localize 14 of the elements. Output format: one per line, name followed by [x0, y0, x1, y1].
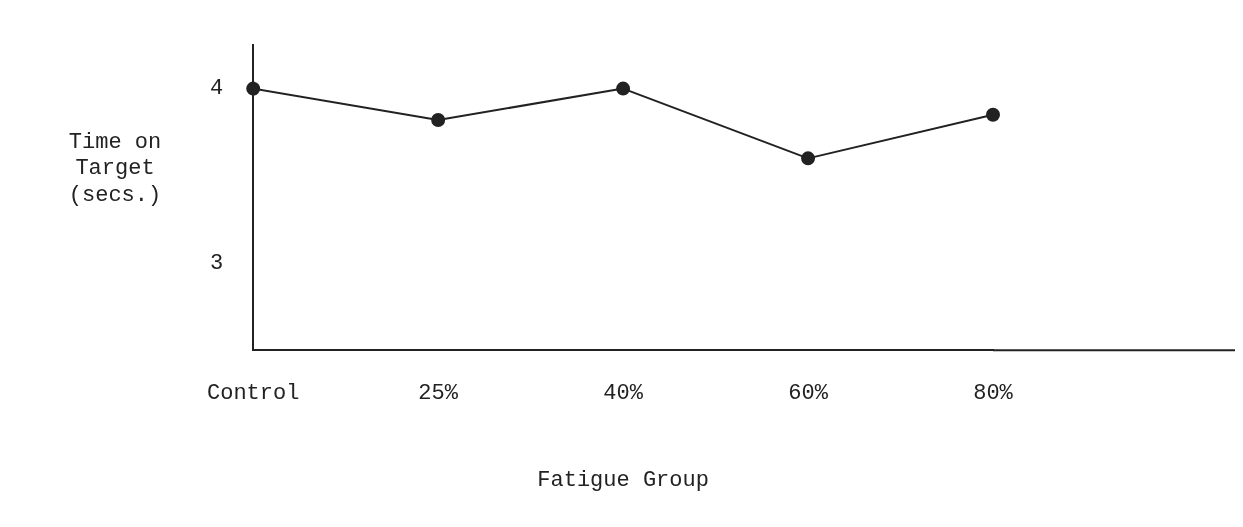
- x-tick-label: 60%: [788, 381, 829, 407]
- point: [801, 151, 816, 166]
- point: [431, 112, 446, 127]
- x-tick-label: 80%: [973, 381, 1014, 407]
- point: [246, 81, 261, 96]
- x-tick-label: 40%: [603, 381, 644, 407]
- y-axis-title: Time on Target (secs.): [67, 130, 163, 210]
- point: [616, 81, 631, 96]
- x-tick-label: 25%: [418, 381, 459, 407]
- x-tick-label: Control: [206, 381, 300, 407]
- y-tick-label: 3: [210, 250, 224, 276]
- x-axis-title: Fatigue Group: [537, 467, 709, 493]
- point: [986, 107, 1000, 122]
- y-tick-label: 4: [210, 76, 224, 102]
